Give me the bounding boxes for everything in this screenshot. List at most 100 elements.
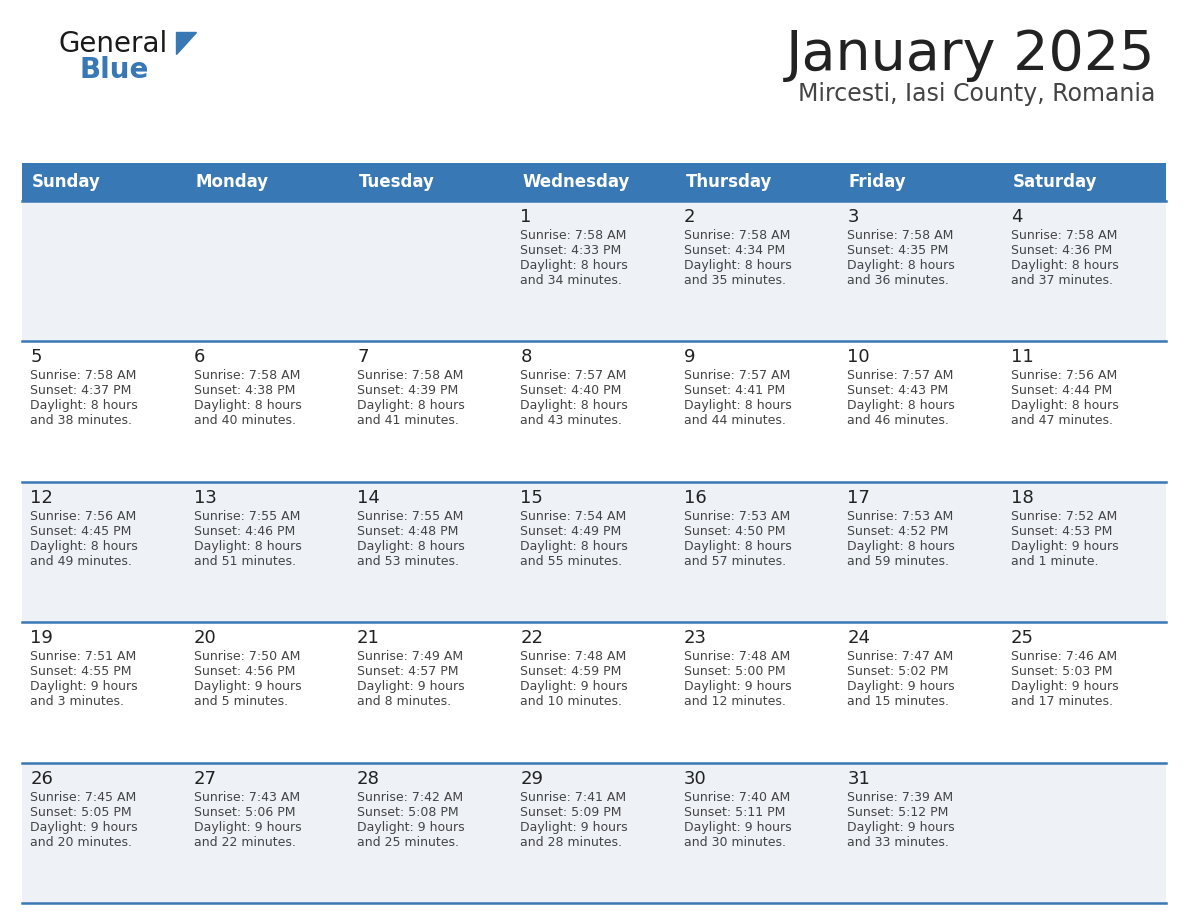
- Text: Sunset: 4:41 PM: Sunset: 4:41 PM: [684, 385, 785, 397]
- Text: Sunrise: 7:58 AM: Sunrise: 7:58 AM: [30, 369, 137, 383]
- Text: and 15 minutes.: and 15 minutes.: [847, 695, 949, 708]
- Text: 17: 17: [847, 488, 870, 507]
- Bar: [23, 482, 1165, 622]
- Text: and 36 minutes.: and 36 minutes.: [847, 274, 949, 287]
- Text: Sunset: 4:34 PM: Sunset: 4:34 PM: [684, 244, 785, 257]
- Text: Daylight: 9 hours: Daylight: 9 hours: [684, 821, 791, 834]
- Text: Daylight: 8 hours: Daylight: 8 hours: [358, 540, 465, 553]
- Text: Daylight: 9 hours: Daylight: 9 hours: [30, 680, 138, 693]
- Text: Sunrise: 7:39 AM: Sunrise: 7:39 AM: [847, 790, 954, 803]
- Text: and 5 minutes.: and 5 minutes.: [194, 695, 287, 708]
- Text: Sunset: 5:03 PM: Sunset: 5:03 PM: [1011, 666, 1112, 678]
- Text: Daylight: 9 hours: Daylight: 9 hours: [847, 821, 955, 834]
- Text: Sunrise: 7:53 AM: Sunrise: 7:53 AM: [684, 509, 790, 522]
- Text: 30: 30: [684, 769, 707, 788]
- Text: Daylight: 8 hours: Daylight: 8 hours: [194, 399, 302, 412]
- Text: Daylight: 8 hours: Daylight: 8 hours: [520, 259, 628, 272]
- Text: and 41 minutes.: and 41 minutes.: [358, 414, 459, 428]
- Text: Saturday: Saturday: [1012, 173, 1097, 191]
- Text: Sunset: 5:11 PM: Sunset: 5:11 PM: [684, 806, 785, 819]
- Text: 4: 4: [1011, 208, 1022, 226]
- Text: January 2025: January 2025: [785, 28, 1155, 82]
- Text: Sunset: 5:02 PM: Sunset: 5:02 PM: [847, 666, 949, 678]
- Text: Daylight: 9 hours: Daylight: 9 hours: [847, 680, 955, 693]
- Text: Daylight: 8 hours: Daylight: 8 hours: [30, 540, 138, 553]
- Text: 11: 11: [1011, 349, 1034, 366]
- Text: Daylight: 8 hours: Daylight: 8 hours: [684, 540, 791, 553]
- Polygon shape: [176, 32, 196, 54]
- Text: Sunset: 5:00 PM: Sunset: 5:00 PM: [684, 666, 785, 678]
- Bar: [23, 341, 1165, 482]
- Text: Daylight: 9 hours: Daylight: 9 hours: [520, 821, 628, 834]
- Text: Sunrise: 7:52 AM: Sunrise: 7:52 AM: [1011, 509, 1117, 522]
- Text: and 22 minutes.: and 22 minutes.: [194, 835, 296, 848]
- Bar: [23, 763, 1165, 903]
- Text: Daylight: 8 hours: Daylight: 8 hours: [520, 540, 628, 553]
- Text: Sunset: 5:08 PM: Sunset: 5:08 PM: [358, 806, 459, 819]
- Text: Sunrise: 7:57 AM: Sunrise: 7:57 AM: [847, 369, 954, 383]
- Text: Daylight: 8 hours: Daylight: 8 hours: [30, 399, 138, 412]
- Text: and 12 minutes.: and 12 minutes.: [684, 695, 785, 708]
- Text: and 46 minutes.: and 46 minutes.: [847, 414, 949, 428]
- Text: Sunrise: 7:43 AM: Sunrise: 7:43 AM: [194, 790, 299, 803]
- Text: 2: 2: [684, 208, 695, 226]
- Text: Sunset: 4:48 PM: Sunset: 4:48 PM: [358, 525, 459, 538]
- Text: 23: 23: [684, 629, 707, 647]
- Text: Daylight: 8 hours: Daylight: 8 hours: [847, 259, 955, 272]
- Bar: [23, 201, 1165, 341]
- Text: Friday: Friday: [849, 173, 906, 191]
- Text: Daylight: 8 hours: Daylight: 8 hours: [847, 399, 955, 412]
- Text: Blue: Blue: [80, 56, 150, 84]
- Text: and 1 minute.: and 1 minute.: [1011, 554, 1098, 568]
- Text: Sunrise: 7:58 AM: Sunrise: 7:58 AM: [358, 369, 463, 383]
- Text: and 17 minutes.: and 17 minutes.: [1011, 695, 1113, 708]
- Text: 5: 5: [30, 349, 42, 366]
- Text: Sunset: 4:43 PM: Sunset: 4:43 PM: [847, 385, 948, 397]
- Text: Daylight: 9 hours: Daylight: 9 hours: [1011, 680, 1118, 693]
- Text: and 25 minutes.: and 25 minutes.: [358, 835, 459, 848]
- Text: and 20 minutes.: and 20 minutes.: [30, 835, 132, 848]
- Text: Daylight: 9 hours: Daylight: 9 hours: [1011, 540, 1118, 553]
- Text: Sunrise: 7:47 AM: Sunrise: 7:47 AM: [847, 650, 954, 663]
- Text: 19: 19: [30, 629, 53, 647]
- Bar: [676, 163, 839, 201]
- Text: Sunset: 4:50 PM: Sunset: 4:50 PM: [684, 525, 785, 538]
- Text: and 37 minutes.: and 37 minutes.: [1011, 274, 1113, 287]
- Text: and 59 minutes.: and 59 minutes.: [847, 554, 949, 568]
- Text: 8: 8: [520, 349, 532, 366]
- Text: and 43 minutes.: and 43 minutes.: [520, 414, 623, 428]
- Text: Daylight: 8 hours: Daylight: 8 hours: [847, 540, 955, 553]
- Text: Sunrise: 7:55 AM: Sunrise: 7:55 AM: [358, 509, 463, 522]
- Text: Sunset: 5:12 PM: Sunset: 5:12 PM: [847, 806, 949, 819]
- Text: Sunset: 4:45 PM: Sunset: 4:45 PM: [30, 525, 132, 538]
- Text: and 34 minutes.: and 34 minutes.: [520, 274, 623, 287]
- Text: Sunset: 4:49 PM: Sunset: 4:49 PM: [520, 525, 621, 538]
- Bar: [23, 622, 1165, 763]
- Text: Sunset: 4:46 PM: Sunset: 4:46 PM: [194, 525, 295, 538]
- Text: and 44 minutes.: and 44 minutes.: [684, 414, 785, 428]
- Text: 28: 28: [358, 769, 380, 788]
- Bar: [1003, 163, 1165, 201]
- Text: and 10 minutes.: and 10 minutes.: [520, 695, 623, 708]
- Text: Sunset: 4:38 PM: Sunset: 4:38 PM: [194, 385, 295, 397]
- Text: and 53 minutes.: and 53 minutes.: [358, 554, 459, 568]
- Text: Sunset: 4:59 PM: Sunset: 4:59 PM: [520, 666, 621, 678]
- Text: Daylight: 9 hours: Daylight: 9 hours: [684, 680, 791, 693]
- Text: Daylight: 9 hours: Daylight: 9 hours: [194, 680, 302, 693]
- Text: and 47 minutes.: and 47 minutes.: [1011, 414, 1113, 428]
- Text: Sunday: Sunday: [32, 173, 101, 191]
- Text: 31: 31: [847, 769, 870, 788]
- Text: 24: 24: [847, 629, 871, 647]
- Text: 6: 6: [194, 349, 206, 366]
- Text: 14: 14: [358, 488, 380, 507]
- Text: Daylight: 8 hours: Daylight: 8 hours: [1011, 399, 1118, 412]
- Text: and 30 minutes.: and 30 minutes.: [684, 835, 786, 848]
- Text: Mircesti, Iasi County, Romania: Mircesti, Iasi County, Romania: [797, 82, 1155, 106]
- Text: and 33 minutes.: and 33 minutes.: [847, 835, 949, 848]
- Text: Sunset: 5:09 PM: Sunset: 5:09 PM: [520, 806, 623, 819]
- Text: Sunrise: 7:56 AM: Sunrise: 7:56 AM: [1011, 369, 1117, 383]
- Text: Sunrise: 7:56 AM: Sunrise: 7:56 AM: [30, 509, 137, 522]
- Text: Sunrise: 7:58 AM: Sunrise: 7:58 AM: [847, 229, 954, 242]
- Text: Sunrise: 7:51 AM: Sunrise: 7:51 AM: [30, 650, 137, 663]
- Text: General: General: [58, 30, 168, 58]
